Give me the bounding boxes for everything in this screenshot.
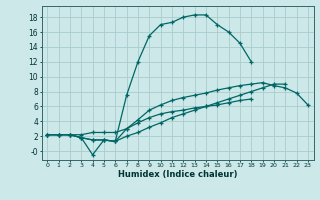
X-axis label: Humidex (Indice chaleur): Humidex (Indice chaleur) [118, 170, 237, 179]
